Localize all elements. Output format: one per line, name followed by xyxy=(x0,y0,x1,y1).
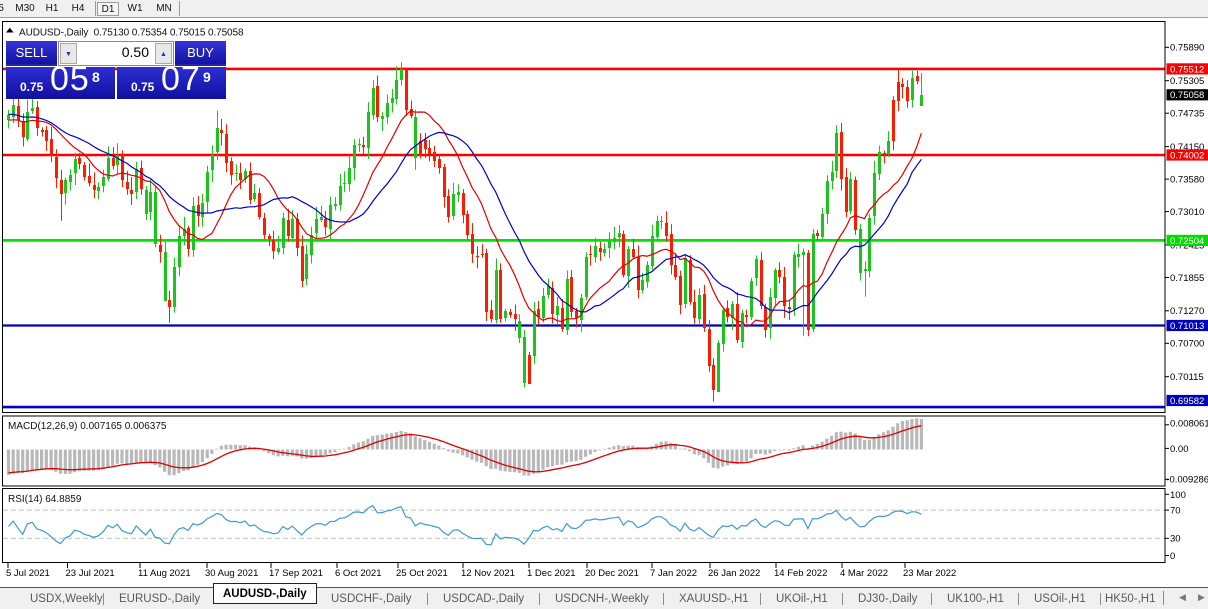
svg-text:23 Jul 2021: 23 Jul 2021 xyxy=(66,568,115,579)
svg-text:20 Dec 2021: 20 Dec 2021 xyxy=(585,568,639,579)
svg-text:0.71855: 0.71855 xyxy=(1170,273,1204,284)
svg-text:12 Nov 2021: 12 Nov 2021 xyxy=(461,568,515,579)
svg-text:AUDUSD-,Daily 0.75130 0.75354: AUDUSD-,Daily 0.75130 0.75354 0.75015 0.… xyxy=(19,28,244,39)
svg-text:0.69582: 0.69582 xyxy=(1170,396,1204,407)
svg-text:11 Aug 2021: 11 Aug 2021 xyxy=(138,568,191,579)
svg-text:7 Jan 2022: 7 Jan 2022 xyxy=(650,568,697,579)
svg-text:70: 70 xyxy=(1170,506,1181,517)
svg-text:0: 0 xyxy=(1170,551,1175,562)
svg-text:RSI(14) 64.8859: RSI(14) 64.8859 xyxy=(8,494,82,505)
svg-text:0.74150: 0.74150 xyxy=(1170,142,1204,153)
svg-text:0.00: 0.00 xyxy=(1170,444,1189,455)
svg-text:0.74735: 0.74735 xyxy=(1170,109,1204,120)
svg-text:0.008061: 0.008061 xyxy=(1170,419,1208,430)
svg-text:-0.009286: -0.009286 xyxy=(1166,475,1208,486)
svg-text:30: 30 xyxy=(1170,534,1181,545)
svg-text:100: 100 xyxy=(1170,490,1186,501)
svg-text:14 Feb 2022: 14 Feb 2022 xyxy=(774,568,827,579)
svg-text:0.70700: 0.70700 xyxy=(1170,339,1204,350)
svg-text:5 Jul 2021: 5 Jul 2021 xyxy=(6,568,50,579)
svg-text:4 Mar 2022: 4 Mar 2022 xyxy=(840,568,888,579)
svg-text:26 Jan 2022: 26 Jan 2022 xyxy=(708,568,760,579)
svg-text:0.73010: 0.73010 xyxy=(1170,207,1204,218)
svg-text:0.75890: 0.75890 xyxy=(1170,43,1204,54)
svg-text:6 Oct 2021: 6 Oct 2021 xyxy=(335,568,381,579)
svg-text:0.70115: 0.70115 xyxy=(1170,372,1204,383)
svg-text:0.71013: 0.71013 xyxy=(1170,321,1204,332)
svg-text:MACD(12,26,9) 0.007165 0.00637: MACD(12,26,9) 0.007165 0.006375 xyxy=(8,421,167,432)
svg-text:0.71270: 0.71270 xyxy=(1170,306,1204,317)
svg-text:0.75512: 0.75512 xyxy=(1170,64,1204,75)
svg-text:17 Sep 2021: 17 Sep 2021 xyxy=(269,568,323,579)
svg-text:0.75058: 0.75058 xyxy=(1170,90,1204,101)
svg-text:25 Oct 2021: 25 Oct 2021 xyxy=(396,568,448,579)
svg-text:1 Dec 2021: 1 Dec 2021 xyxy=(527,568,576,579)
svg-text:0.74002: 0.74002 xyxy=(1170,150,1204,161)
svg-text:23 Mar 2022: 23 Mar 2022 xyxy=(903,568,956,579)
svg-text:30 Aug 2021: 30 Aug 2021 xyxy=(205,568,258,579)
svg-text:0.75305: 0.75305 xyxy=(1170,76,1204,87)
svg-text:0.72504: 0.72504 xyxy=(1170,236,1204,247)
svg-text:0.73580: 0.73580 xyxy=(1170,175,1204,186)
